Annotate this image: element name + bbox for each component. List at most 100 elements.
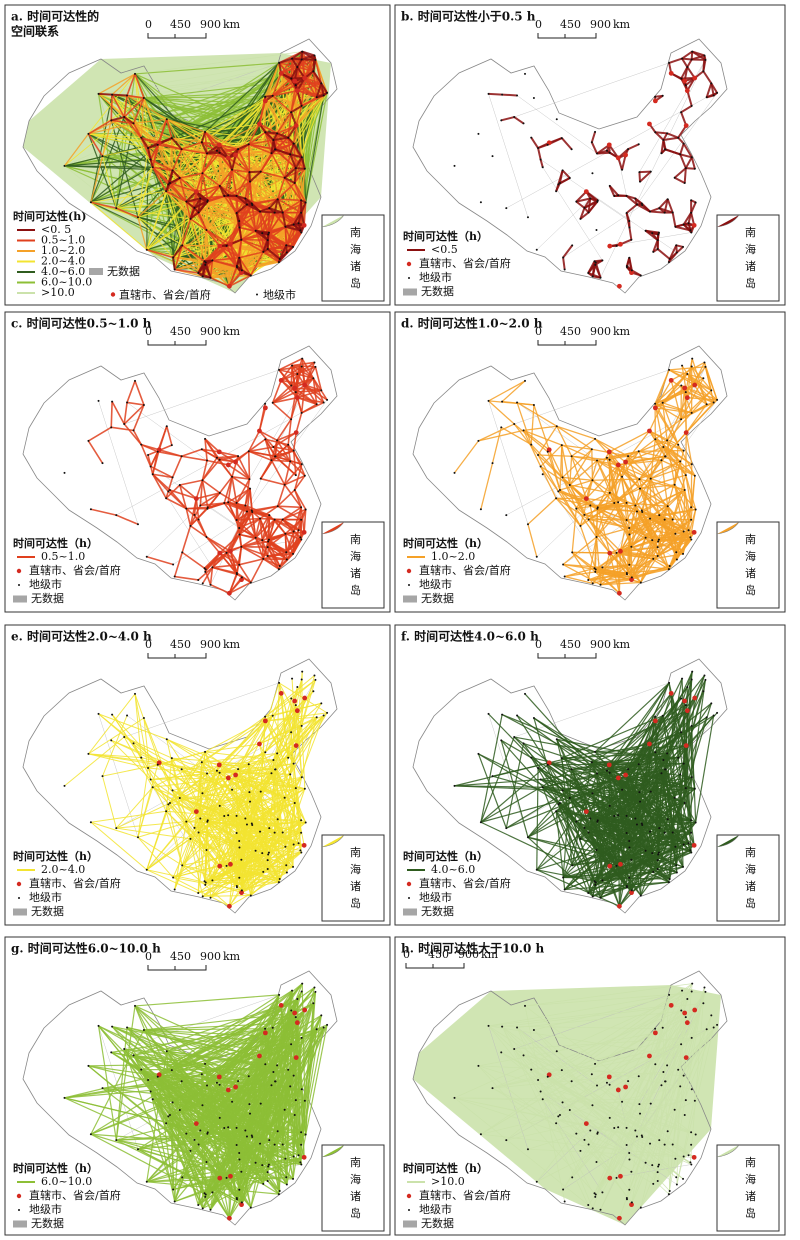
- link-line: [278, 62, 298, 68]
- city-dot: [165, 118, 168, 121]
- link-line: [301, 54, 315, 61]
- city-dot: [300, 538, 303, 541]
- city-dot: [237, 148, 240, 151]
- link-line: [146, 249, 174, 259]
- link-line: [260, 139, 275, 172]
- link-line: [249, 177, 285, 183]
- link-line: [146, 184, 169, 250]
- city-dot: [652, 250, 655, 253]
- capital-dot: [293, 430, 299, 435]
- link-line: [293, 223, 302, 232]
- link-line: [111, 94, 206, 133]
- city-dot: [266, 555, 269, 558]
- link-line: [201, 172, 221, 187]
- legend-label: 无数据: [31, 591, 64, 605]
- link-line: [218, 123, 260, 146]
- inset-label: 海: [350, 549, 361, 563]
- inset-label: 南: [745, 226, 756, 239]
- link-line: [248, 172, 252, 182]
- city-dot: [590, 141, 593, 144]
- city-dot: [238, 226, 241, 229]
- capital-dot: [293, 123, 299, 128]
- city-dot: [601, 259, 604, 262]
- city-dot: [675, 251, 678, 254]
- city-dot: [238, 533, 241, 536]
- link-line: [488, 92, 503, 96]
- link-line: [291, 57, 302, 61]
- link-line: [276, 198, 284, 213]
- city-dot: [627, 148, 630, 151]
- city-dot: [703, 54, 706, 57]
- city-dot: [292, 449, 295, 452]
- city-dot: [687, 222, 690, 225]
- city-dot: [259, 477, 262, 480]
- link-line: [294, 168, 306, 184]
- city-dot: [235, 501, 238, 504]
- city-dot: [292, 530, 295, 533]
- link-line: [201, 142, 204, 174]
- city-dot: [204, 263, 207, 266]
- map-panel: d. 时间可达性1.0~2.0 h0 450 900 km南海诸岛时间可达性（h）1.…: [394, 311, 786, 613]
- link-line: [189, 218, 207, 231]
- city-dot: [292, 142, 295, 145]
- link-line: [228, 267, 238, 287]
- city-dot: [679, 153, 682, 156]
- city-dot: [136, 523, 139, 526]
- link-line: [90, 155, 104, 203]
- city-dot: [273, 518, 276, 521]
- link-line: [123, 97, 145, 118]
- city-dot: [555, 190, 558, 193]
- city-dot: [557, 183, 560, 186]
- link-line: [295, 125, 303, 158]
- link-line: [200, 131, 207, 143]
- capital-dot: [618, 241, 623, 247]
- link-line: [115, 123, 135, 209]
- city-dot: [249, 274, 252, 277]
- city-dot: [501, 93, 504, 96]
- legend-capital: [110, 292, 116, 297]
- link-line: [254, 230, 265, 253]
- capital-dot: [623, 152, 628, 158]
- link-line: [295, 96, 318, 126]
- link-line: [292, 230, 302, 248]
- link-line: [181, 201, 187, 246]
- map-panel: c. 时间可达性0.5~1.0 h0 450 900 km南海诸岛时间可达性（h）0.…: [4, 311, 391, 613]
- city-dot: [218, 184, 221, 187]
- link-line: [227, 180, 251, 196]
- city-dot: [667, 261, 670, 264]
- legend-capital: [406, 261, 412, 267]
- link-line: [134, 51, 303, 75]
- city-dot: [313, 54, 316, 57]
- city-dot: [261, 539, 264, 542]
- link-line: [140, 97, 145, 138]
- link-line: [181, 148, 203, 174]
- city-dot: [681, 57, 684, 60]
- city-dot: [546, 143, 549, 146]
- capital-dot: [233, 152, 238, 158]
- legend-label: 0.5~1.0: [41, 550, 85, 563]
- link-line: [300, 157, 306, 169]
- city-dot: [276, 198, 279, 201]
- link-line: [102, 95, 128, 157]
- link-line: [264, 62, 280, 102]
- link-line: [126, 94, 168, 120]
- city-dot: [244, 504, 247, 507]
- city-dot: [300, 211, 303, 214]
- link-line: [223, 195, 241, 228]
- link-line: [134, 62, 280, 75]
- city-dot: [684, 167, 687, 170]
- city-dot: [303, 167, 306, 170]
- city-dot: [89, 201, 92, 204]
- city-dot: [638, 171, 641, 174]
- city-dot: [185, 507, 188, 510]
- link-line: [292, 212, 302, 226]
- link-line: [276, 124, 297, 135]
- link-line: [295, 167, 305, 170]
- link-line: [250, 251, 264, 276]
- city-dot: [300, 518, 303, 521]
- city-dot: [320, 389, 323, 392]
- city-dot: [680, 77, 683, 80]
- link-line: [201, 141, 220, 146]
- link-line: [273, 136, 289, 141]
- city-dot: [247, 143, 250, 146]
